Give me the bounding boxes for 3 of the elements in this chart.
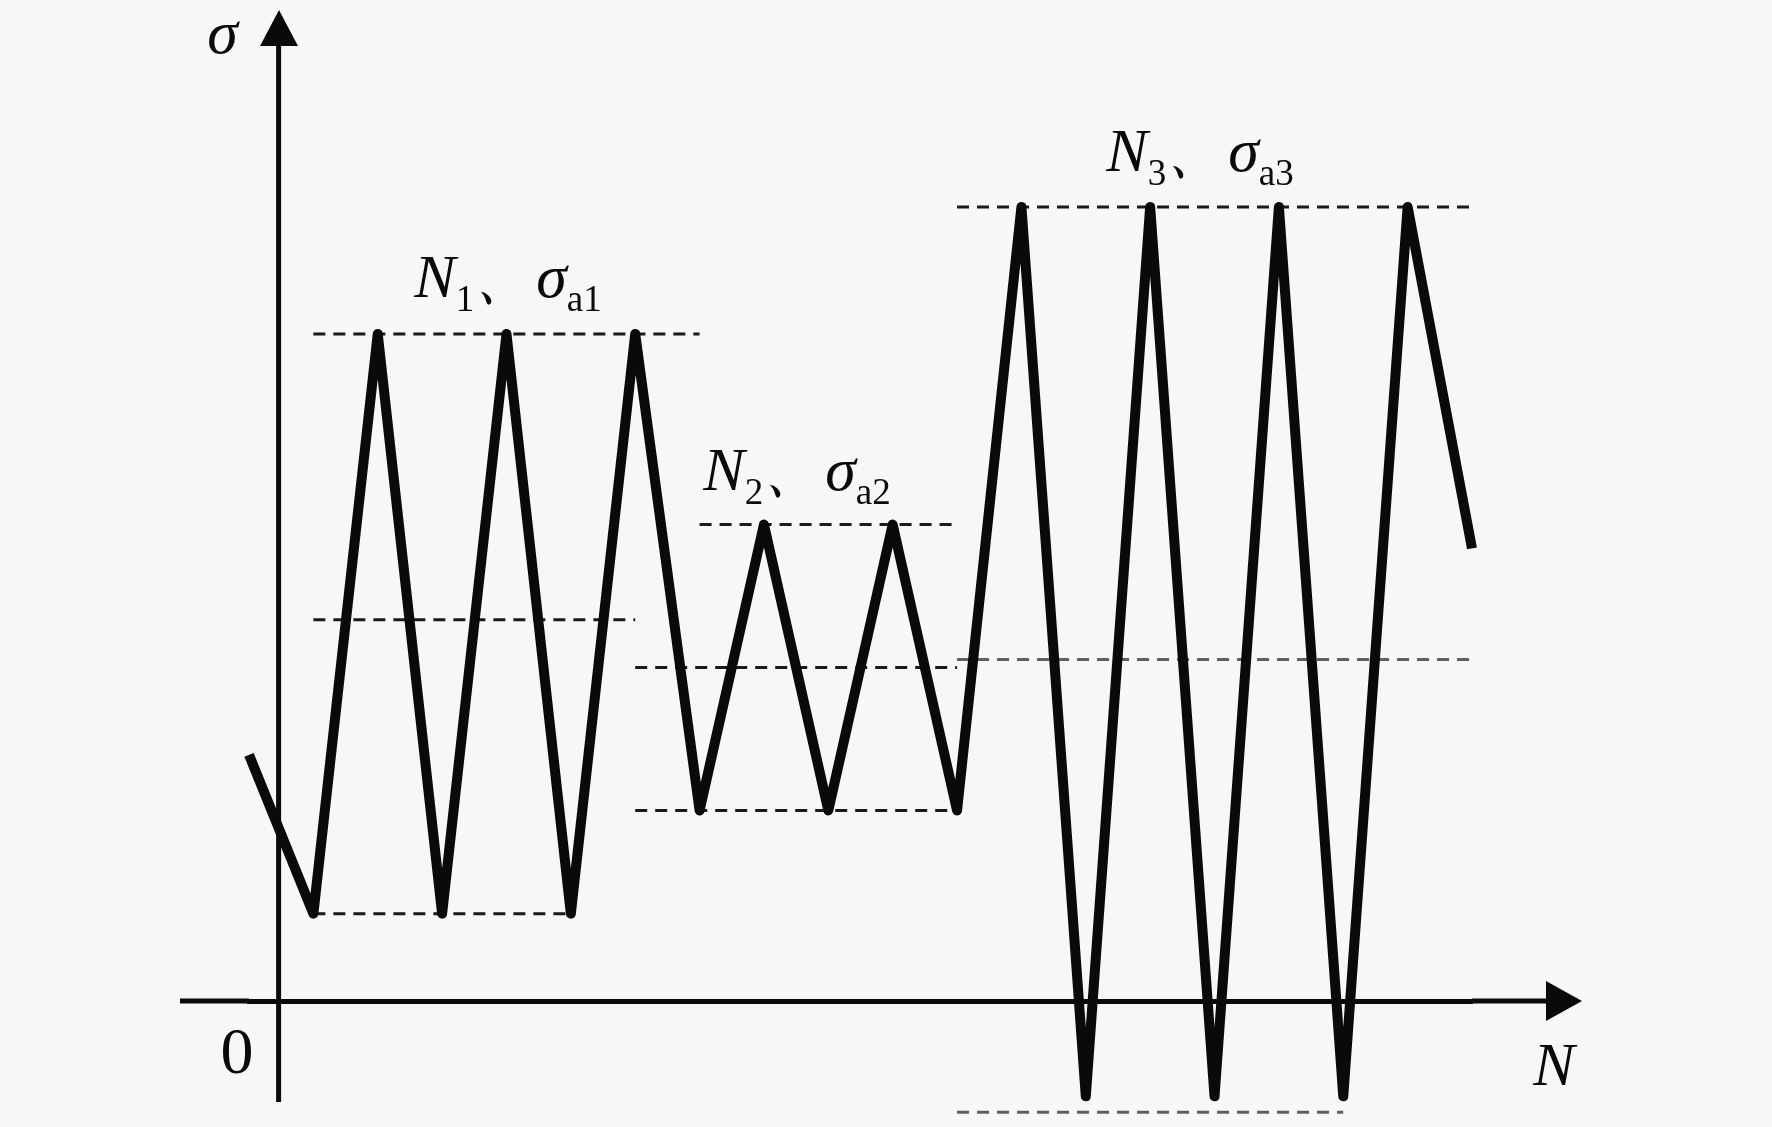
annotation: 0 [220, 1014, 254, 1087]
x-axis-title: N [1532, 1030, 1579, 1098]
y-axis-title: σ [207, 0, 241, 66]
